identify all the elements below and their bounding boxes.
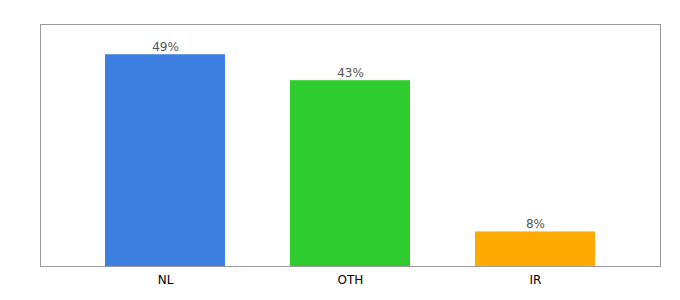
- svg-text:IR: IR: [530, 273, 542, 287]
- svg-text:43%: 43%: [337, 66, 364, 80]
- svg-text:OTH: OTH: [338, 273, 364, 287]
- svg-text:NL: NL: [158, 273, 174, 287]
- svg-text:8%: 8%: [526, 217, 545, 231]
- svg-text:49%: 49%: [152, 40, 179, 54]
